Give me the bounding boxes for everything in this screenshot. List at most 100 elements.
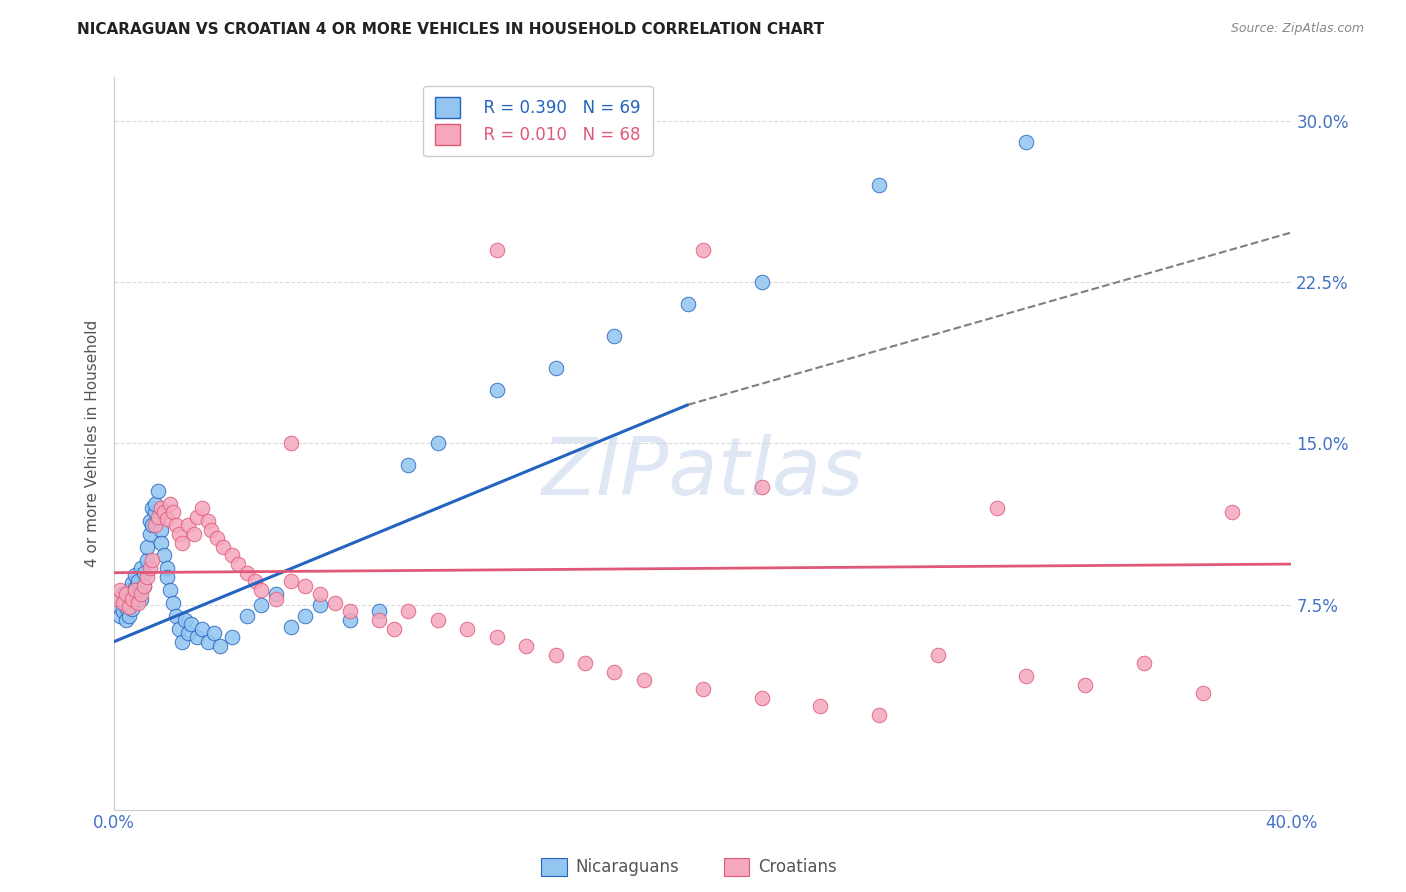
Point: [751, 479, 773, 493]
Point: [148, 509, 170, 524]
Point: [927, 648, 949, 662]
Y-axis label: 4 or more Vehicles in Household: 4 or more Vehicles in Household: [86, 320, 100, 567]
Point: [294, 579, 316, 593]
Point: [156, 570, 179, 584]
Point: [197, 514, 219, 528]
Point: [485, 243, 508, 257]
Point: [692, 243, 714, 257]
Point: [111, 587, 134, 601]
Point: [280, 574, 302, 589]
Point: [108, 582, 131, 597]
Point: [148, 483, 170, 498]
Point: [124, 567, 146, 582]
Point: [280, 619, 302, 633]
Point: [202, 626, 225, 640]
Point: [986, 501, 1008, 516]
Point: [135, 570, 157, 584]
Point: [156, 561, 179, 575]
Point: [212, 540, 235, 554]
Point: [226, 557, 249, 571]
Point: [810, 699, 832, 714]
Point: [138, 527, 160, 541]
Point: [127, 574, 149, 589]
Point: [118, 608, 141, 623]
Point: [456, 622, 478, 636]
Point: [124, 581, 146, 595]
Point: [544, 361, 567, 376]
Point: [191, 622, 214, 636]
Point: [1192, 686, 1215, 700]
Point: [235, 608, 257, 623]
Point: [221, 630, 243, 644]
Point: [150, 523, 173, 537]
Text: NICARAGUAN VS CROATIAN 4 OR MORE VEHICLES IN HOUSEHOLD CORRELATION CHART: NICARAGUAN VS CROATIAN 4 OR MORE VEHICLE…: [77, 22, 824, 37]
Point: [165, 518, 187, 533]
Point: [398, 604, 420, 618]
Point: [129, 591, 152, 606]
Point: [118, 598, 141, 612]
Point: [145, 497, 167, 511]
Text: Nicaraguans: Nicaraguans: [575, 858, 679, 876]
Point: [250, 582, 273, 597]
Point: [177, 518, 200, 533]
Point: [150, 501, 173, 516]
Point: [180, 617, 202, 632]
Point: [132, 579, 155, 593]
Point: [515, 639, 537, 653]
Point: [115, 587, 138, 601]
Point: [368, 613, 391, 627]
Text: ZIPatlas: ZIPatlas: [541, 434, 863, 512]
Point: [280, 436, 302, 450]
Point: [221, 549, 243, 563]
Point: [132, 566, 155, 580]
Point: [124, 582, 146, 597]
Point: [138, 514, 160, 528]
Point: [197, 634, 219, 648]
Point: [398, 458, 420, 472]
Point: [115, 613, 138, 627]
Point: [170, 634, 193, 648]
Point: [368, 604, 391, 618]
Point: [153, 505, 176, 519]
Point: [159, 582, 181, 597]
Text: Source: ZipAtlas.com: Source: ZipAtlas.com: [1230, 22, 1364, 36]
Point: [309, 587, 332, 601]
Point: [264, 591, 287, 606]
Point: [868, 178, 890, 193]
Point: [167, 527, 190, 541]
Point: [186, 509, 208, 524]
Point: [426, 613, 449, 627]
Point: [129, 587, 152, 601]
Point: [339, 613, 361, 627]
Point: [115, 600, 138, 615]
Point: [177, 626, 200, 640]
Point: [121, 602, 143, 616]
Point: [382, 622, 405, 636]
Point: [127, 587, 149, 601]
Point: [173, 613, 195, 627]
Point: [603, 665, 626, 679]
Point: [868, 707, 890, 722]
Point: [145, 505, 167, 519]
Point: [245, 574, 267, 589]
Point: [603, 328, 626, 343]
Point: [118, 582, 141, 597]
Point: [127, 596, 149, 610]
Point: [186, 630, 208, 644]
Point: [105, 598, 128, 612]
Point: [264, 587, 287, 601]
Point: [132, 579, 155, 593]
Point: [191, 501, 214, 516]
Point: [633, 673, 655, 688]
Point: [167, 622, 190, 636]
Point: [162, 505, 184, 519]
Point: [1015, 669, 1038, 683]
Point: [209, 639, 232, 653]
Point: [205, 531, 228, 545]
Point: [323, 596, 346, 610]
Point: [108, 608, 131, 623]
Point: [294, 608, 316, 623]
Point: [135, 553, 157, 567]
Point: [141, 553, 163, 567]
Text: Croatians: Croatians: [758, 858, 837, 876]
